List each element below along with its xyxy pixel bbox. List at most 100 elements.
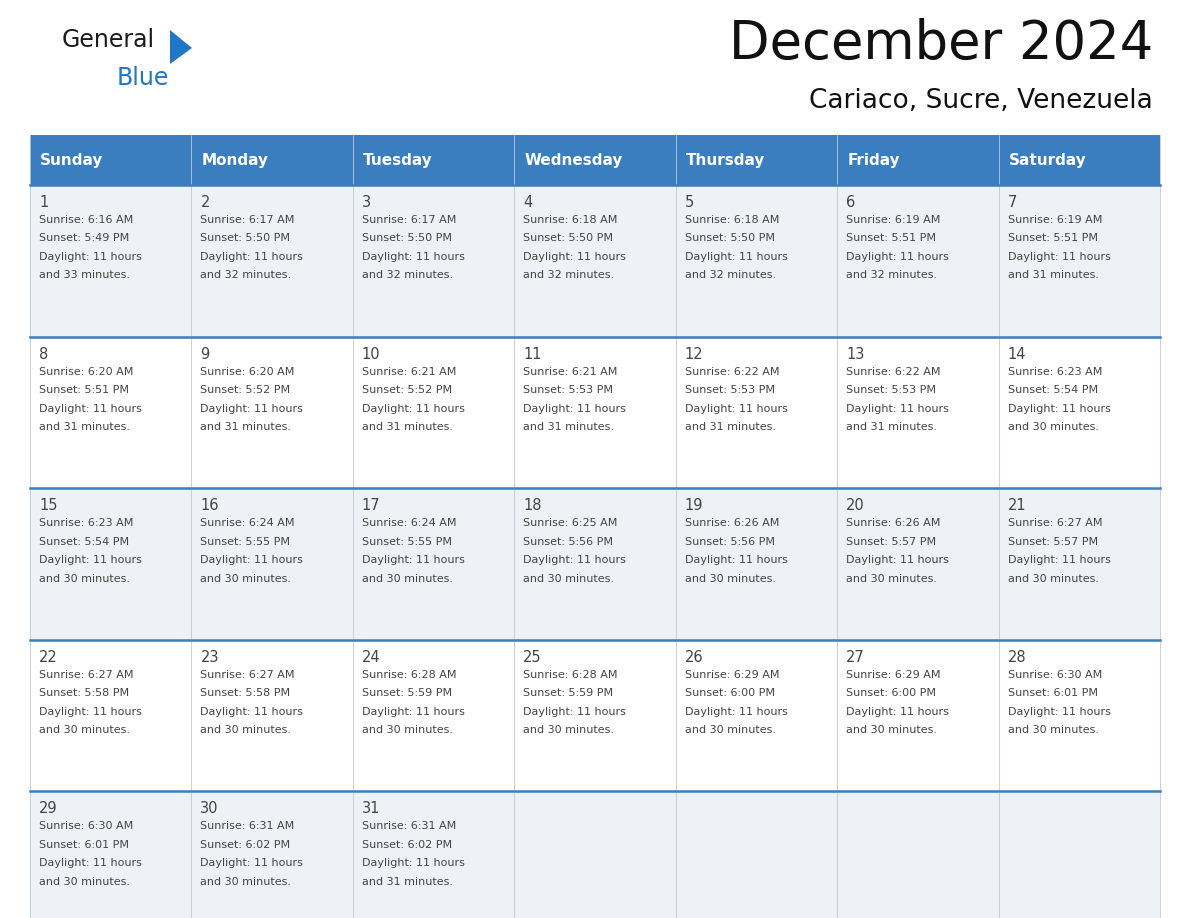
Text: and 30 minutes.: and 30 minutes. — [201, 877, 291, 887]
Bar — [30, 640, 1159, 791]
Text: Daylight: 11 hours: Daylight: 11 hours — [39, 252, 141, 262]
Text: and 31 minutes.: and 31 minutes. — [201, 422, 291, 432]
Text: and 30 minutes.: and 30 minutes. — [1007, 574, 1099, 584]
Text: 10: 10 — [362, 347, 380, 362]
Text: Blue: Blue — [116, 66, 170, 90]
Text: and 30 minutes.: and 30 minutes. — [39, 877, 129, 887]
Text: Daylight: 11 hours: Daylight: 11 hours — [1007, 555, 1111, 565]
Text: Sunrise: 6:29 AM: Sunrise: 6:29 AM — [684, 670, 779, 680]
Text: 21: 21 — [1007, 498, 1026, 513]
Text: Sunset: 5:56 PM: Sunset: 5:56 PM — [684, 537, 775, 547]
Text: Sunset: 5:53 PM: Sunset: 5:53 PM — [523, 385, 613, 395]
Text: Sunset: 5:56 PM: Sunset: 5:56 PM — [523, 537, 613, 547]
Text: and 30 minutes.: and 30 minutes. — [201, 574, 291, 584]
Text: Sunset: 5:57 PM: Sunset: 5:57 PM — [846, 537, 936, 547]
Text: Sunset: 5:52 PM: Sunset: 5:52 PM — [201, 385, 291, 395]
Text: Sunset: 5:58 PM: Sunset: 5:58 PM — [39, 688, 129, 699]
Text: General: General — [62, 28, 156, 52]
Text: Daylight: 11 hours: Daylight: 11 hours — [1007, 404, 1111, 414]
Text: Sunrise: 6:28 AM: Sunrise: 6:28 AM — [523, 670, 618, 680]
Text: and 31 minutes.: and 31 minutes. — [1007, 271, 1099, 281]
Text: Saturday: Saturday — [1009, 152, 1086, 167]
Text: 9: 9 — [201, 347, 209, 362]
Text: 28: 28 — [1007, 650, 1026, 665]
Text: Sunset: 5:58 PM: Sunset: 5:58 PM — [201, 688, 291, 699]
Text: 5: 5 — [684, 195, 694, 210]
Text: Daylight: 11 hours: Daylight: 11 hours — [362, 707, 465, 717]
Text: 19: 19 — [684, 498, 703, 513]
Text: Daylight: 11 hours: Daylight: 11 hours — [362, 404, 465, 414]
Text: and 32 minutes.: and 32 minutes. — [684, 271, 776, 281]
Text: Sunset: 6:02 PM: Sunset: 6:02 PM — [201, 840, 291, 850]
Text: and 30 minutes.: and 30 minutes. — [39, 574, 129, 584]
Text: Sunrise: 6:20 AM: Sunrise: 6:20 AM — [201, 366, 295, 376]
Text: Sunrise: 6:16 AM: Sunrise: 6:16 AM — [39, 215, 133, 225]
Text: 8: 8 — [39, 347, 49, 362]
Text: Sunrise: 6:31 AM: Sunrise: 6:31 AM — [362, 822, 456, 832]
Text: Daylight: 11 hours: Daylight: 11 hours — [39, 858, 141, 868]
Text: Sunset: 5:53 PM: Sunset: 5:53 PM — [846, 385, 936, 395]
Text: 17: 17 — [362, 498, 380, 513]
Text: Sunset: 6:00 PM: Sunset: 6:00 PM — [684, 688, 775, 699]
Text: Sunrise: 6:21 AM: Sunrise: 6:21 AM — [362, 366, 456, 376]
Text: Sunrise: 6:28 AM: Sunrise: 6:28 AM — [362, 670, 456, 680]
Text: 23: 23 — [201, 650, 219, 665]
Text: Tuesday: Tuesday — [362, 152, 432, 167]
Text: 24: 24 — [362, 650, 380, 665]
Text: Daylight: 11 hours: Daylight: 11 hours — [201, 555, 303, 565]
Text: Sunrise: 6:23 AM: Sunrise: 6:23 AM — [39, 518, 133, 528]
Text: 18: 18 — [523, 498, 542, 513]
Text: Sunset: 5:49 PM: Sunset: 5:49 PM — [39, 233, 129, 243]
Text: Daylight: 11 hours: Daylight: 11 hours — [684, 707, 788, 717]
Text: 7: 7 — [1007, 195, 1017, 210]
Text: Monday: Monday — [202, 152, 268, 167]
Text: Sunset: 5:51 PM: Sunset: 5:51 PM — [39, 385, 129, 395]
Text: and 30 minutes.: and 30 minutes. — [523, 574, 614, 584]
Text: Daylight: 11 hours: Daylight: 11 hours — [523, 404, 626, 414]
Text: Sunrise: 6:19 AM: Sunrise: 6:19 AM — [1007, 215, 1102, 225]
Text: 22: 22 — [39, 650, 58, 665]
Text: Cariaco, Sucre, Venezuela: Cariaco, Sucre, Venezuela — [809, 88, 1154, 114]
Text: 3: 3 — [362, 195, 371, 210]
Text: Daylight: 11 hours: Daylight: 11 hours — [201, 858, 303, 868]
Text: Sunrise: 6:24 AM: Sunrise: 6:24 AM — [201, 518, 295, 528]
Text: 1: 1 — [39, 195, 49, 210]
Text: Sunrise: 6:25 AM: Sunrise: 6:25 AM — [523, 518, 618, 528]
Text: Daylight: 11 hours: Daylight: 11 hours — [684, 404, 788, 414]
Text: 14: 14 — [1007, 347, 1026, 362]
Text: Daylight: 11 hours: Daylight: 11 hours — [39, 707, 141, 717]
Text: Daylight: 11 hours: Daylight: 11 hours — [1007, 252, 1111, 262]
Text: Sunrise: 6:27 AM: Sunrise: 6:27 AM — [1007, 518, 1102, 528]
Text: 2: 2 — [201, 195, 210, 210]
Text: and 32 minutes.: and 32 minutes. — [846, 271, 937, 281]
Text: and 30 minutes.: and 30 minutes. — [1007, 422, 1099, 432]
Text: Daylight: 11 hours: Daylight: 11 hours — [39, 555, 141, 565]
Bar — [30, 791, 1159, 918]
Text: Daylight: 11 hours: Daylight: 11 hours — [39, 404, 141, 414]
Text: 16: 16 — [201, 498, 219, 513]
Text: 25: 25 — [523, 650, 542, 665]
Text: 30: 30 — [201, 801, 219, 816]
Text: Daylight: 11 hours: Daylight: 11 hours — [523, 707, 626, 717]
Text: and 30 minutes.: and 30 minutes. — [201, 725, 291, 735]
Text: and 31 minutes.: and 31 minutes. — [362, 422, 453, 432]
Text: and 31 minutes.: and 31 minutes. — [684, 422, 776, 432]
Text: Sunrise: 6:21 AM: Sunrise: 6:21 AM — [523, 366, 618, 376]
Text: Sunset: 5:52 PM: Sunset: 5:52 PM — [362, 385, 451, 395]
Text: Sunday: Sunday — [40, 152, 103, 167]
Text: and 30 minutes.: and 30 minutes. — [684, 725, 776, 735]
Bar — [30, 488, 1159, 640]
Text: 27: 27 — [846, 650, 865, 665]
Text: Sunrise: 6:29 AM: Sunrise: 6:29 AM — [846, 670, 941, 680]
Text: Daylight: 11 hours: Daylight: 11 hours — [362, 252, 465, 262]
Text: Friday: Friday — [847, 152, 899, 167]
Text: Sunrise: 6:20 AM: Sunrise: 6:20 AM — [39, 366, 133, 376]
Bar — [30, 185, 1159, 337]
Text: and 31 minutes.: and 31 minutes. — [523, 422, 614, 432]
Text: Sunrise: 6:31 AM: Sunrise: 6:31 AM — [201, 822, 295, 832]
Text: Sunrise: 6:27 AM: Sunrise: 6:27 AM — [201, 670, 295, 680]
Text: Sunset: 5:50 PM: Sunset: 5:50 PM — [362, 233, 451, 243]
Text: 26: 26 — [684, 650, 703, 665]
Text: Sunset: 5:50 PM: Sunset: 5:50 PM — [201, 233, 290, 243]
Text: and 31 minutes.: and 31 minutes. — [39, 422, 129, 432]
